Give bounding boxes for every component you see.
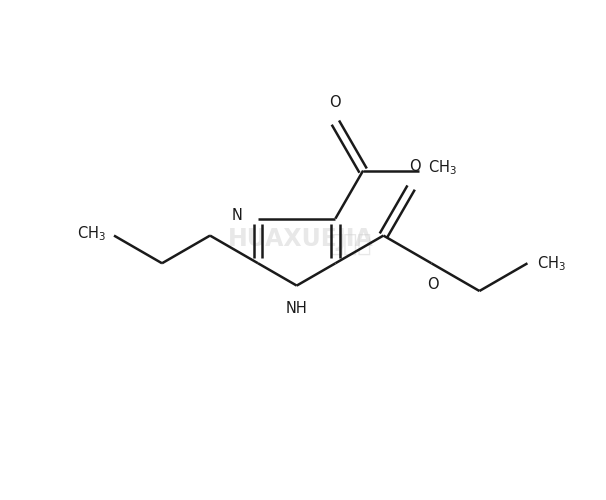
Text: CH$_3$: CH$_3$ bbox=[428, 158, 457, 177]
Text: O: O bbox=[427, 277, 439, 292]
Text: O: O bbox=[330, 94, 341, 110]
Text: 化学加: 化学加 bbox=[330, 232, 372, 256]
Text: HUAXUEJIA: HUAXUEJIA bbox=[228, 226, 373, 250]
Text: O: O bbox=[409, 160, 421, 174]
Text: CH$_3$: CH$_3$ bbox=[537, 254, 565, 272]
Text: N: N bbox=[231, 208, 242, 223]
Text: CH$_3$: CH$_3$ bbox=[78, 224, 106, 244]
Text: NH: NH bbox=[286, 301, 308, 316]
